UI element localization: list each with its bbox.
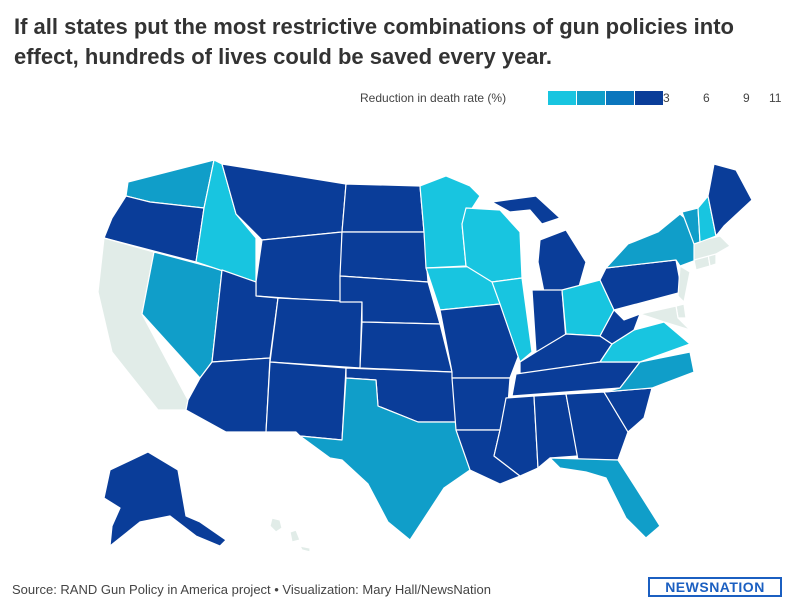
state-tx[interactable] [299, 377, 471, 541]
state-me[interactable] [707, 163, 753, 237]
legend-swatch-1 [548, 91, 576, 105]
state-ma[interactable] [693, 235, 731, 261]
us-state-map [97, 159, 753, 553]
legend-label: Reduction in death rate (%) [360, 91, 507, 105]
legend-tick-11: 11 [769, 91, 782, 105]
state-wy[interactable] [255, 231, 343, 303]
state-nd[interactable] [341, 183, 425, 233]
legend-swatch-2 [577, 91, 605, 105]
legend-swatch-3 [606, 91, 634, 105]
newsnation-logo: NEWSNATION [648, 577, 782, 597]
legend-tick-9: 9 [743, 91, 750, 105]
state-sd[interactable] [339, 231, 429, 283]
state-ak[interactable] [103, 451, 227, 547]
state-co[interactable] [269, 297, 363, 369]
state-ks[interactable] [359, 321, 453, 373]
state-nj[interactable] [677, 265, 691, 303]
state-ny[interactable] [605, 213, 697, 269]
state-fl[interactable] [549, 457, 661, 539]
state-hi[interactable] [269, 517, 311, 553]
source-credit: Source: RAND Gun Policy in America proje… [12, 582, 491, 597]
legend-swatches [548, 91, 664, 105]
legend-tick-3: 3 [663, 91, 670, 105]
state-md[interactable] [639, 305, 691, 331]
state-al[interactable] [533, 393, 579, 469]
chart-title: If all states put the most restrictive c… [14, 14, 734, 69]
legend-swatch-4 [635, 91, 663, 105]
state-nm[interactable] [265, 361, 347, 441]
state-il[interactable] [491, 277, 533, 363]
legend-tick-6: 6 [703, 91, 710, 105]
state-ga[interactable] [565, 391, 629, 461]
